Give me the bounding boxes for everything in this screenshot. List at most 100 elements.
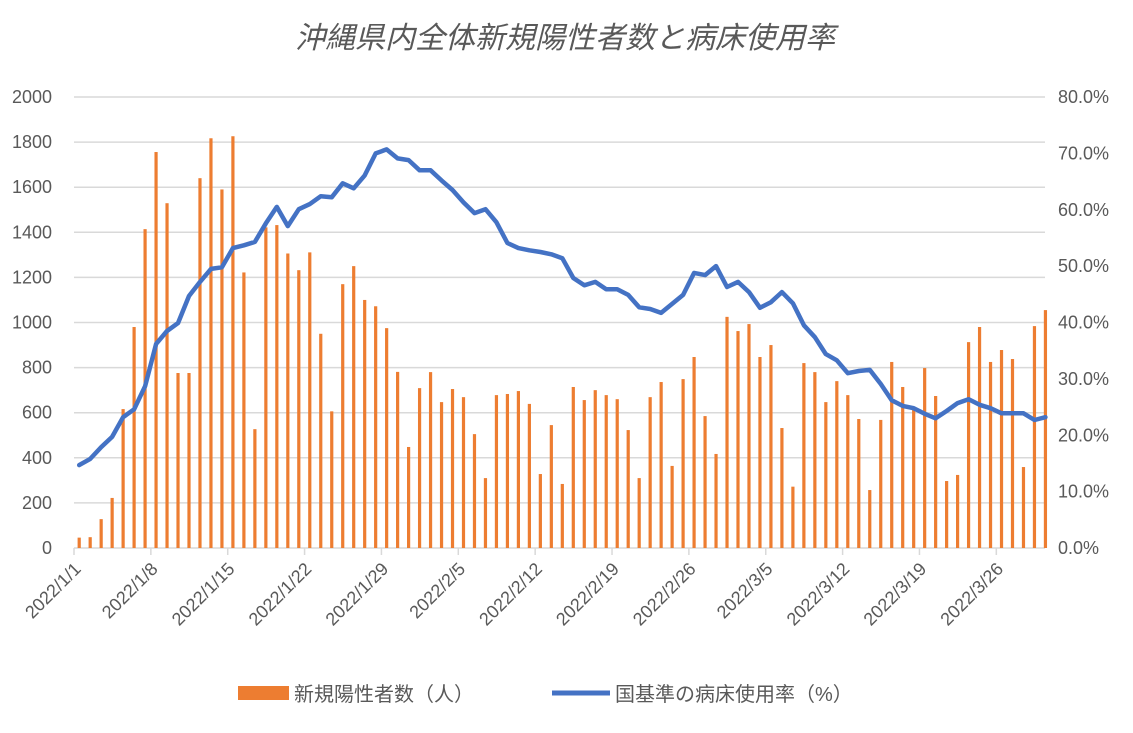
- legend-swatch-bars: [238, 686, 289, 700]
- bar: [99, 519, 103, 548]
- bar: [330, 411, 334, 548]
- bar: [450, 389, 455, 548]
- x-tick-label: 2022/2/12: [475, 559, 546, 630]
- bar: [582, 400, 586, 548]
- bar: [813, 372, 817, 548]
- bar: [615, 399, 619, 548]
- bar: [385, 328, 389, 548]
- y-left-tick-label: 1800: [12, 132, 52, 152]
- bar: [242, 272, 246, 548]
- bed-usage-line: [76, 147, 1048, 468]
- bar: [428, 372, 433, 548]
- bar: [1021, 467, 1026, 548]
- bar: [824, 402, 828, 548]
- bar: [439, 402, 444, 548]
- x-tick-label: 2022/2/5: [405, 559, 469, 623]
- bar: [736, 331, 740, 548]
- bar: [692, 357, 696, 548]
- y-right-tick-label: 0.0%: [1058, 538, 1099, 558]
- bar: [275, 225, 279, 549]
- x-tick-label: 2022/3/12: [783, 559, 854, 630]
- bar: [538, 474, 542, 548]
- bar: [648, 397, 652, 548]
- x-tick-label: 2022/3/26: [936, 559, 1007, 630]
- bar: [879, 419, 883, 548]
- bar-series: [77, 136, 1048, 549]
- line-series: [76, 147, 1048, 468]
- bar: [659, 382, 663, 548]
- right-axis-ticks: 0.0% 10.0% 20.0% 30.0% 40.0% 50.0% 60.0% 70.0% 8…: [1058, 87, 1109, 558]
- bar: [461, 397, 466, 548]
- bar: [516, 391, 520, 548]
- bar: [890, 361, 894, 548]
- bar: [77, 537, 81, 548]
- bar: [110, 497, 114, 548]
- bar: [549, 425, 553, 548]
- x-tick-label: 2022/3/19: [860, 559, 931, 630]
- bar: [901, 386, 905, 548]
- y-right-tick-label: 80.0%: [1058, 87, 1109, 107]
- y-right-tick-label: 40.0%: [1058, 313, 1109, 333]
- y-left-tick-label: 1600: [12, 177, 52, 197]
- bar: [912, 409, 916, 548]
- bar: [209, 138, 213, 549]
- bar: [868, 490, 872, 548]
- bar: [966, 342, 971, 548]
- y-left-tick-label: 2000: [12, 87, 52, 107]
- chart-title: 沖縄県内全体新規陽性者数と病床使用率: [295, 22, 839, 55]
- bar: [637, 478, 641, 548]
- bar: [308, 252, 312, 548]
- legend: 新規陽性者数（人） 国基準の病床使用率（%）: [238, 683, 853, 706]
- bar: [747, 324, 751, 548]
- bar: [472, 434, 477, 548]
- legend-label-bars: 新規陽性者数（人）: [294, 683, 474, 706]
- y-left-tick-label: 200: [22, 493, 52, 513]
- bar: [165, 203, 169, 548]
- y-left-tick-label: 1000: [12, 313, 52, 333]
- bar: [846, 395, 850, 548]
- y-left-tick-label: 400: [22, 448, 52, 468]
- bar: [560, 483, 564, 548]
- bar: [703, 416, 707, 548]
- bar: [341, 284, 345, 548]
- bar: [1010, 359, 1015, 548]
- bar: [352, 266, 356, 548]
- y-right-tick-label: 50.0%: [1058, 256, 1109, 276]
- gridlines: [74, 96, 1045, 504]
- bar: [231, 136, 235, 548]
- bar: [319, 333, 323, 548]
- bar: [945, 481, 949, 548]
- bar: [253, 429, 257, 548]
- bar: [956, 474, 960, 548]
- x-axis: 2022/1/1 2022/1/8 2022/1/15 2022/1/22 2022/1…: [21, 547, 1045, 630]
- bar: [604, 395, 608, 548]
- bar: [999, 350, 1004, 548]
- bar: [681, 379, 685, 548]
- bar: [407, 446, 411, 548]
- bar: [264, 227, 268, 549]
- bar: [527, 403, 531, 548]
- bar: [494, 395, 499, 548]
- bar: [286, 253, 290, 548]
- bar: [1032, 326, 1037, 548]
- y-right-tick-label: 20.0%: [1058, 425, 1109, 445]
- bar: [802, 363, 806, 548]
- y-left-tick-label: 1400: [12, 222, 52, 242]
- left-axis-ticks: 0 200 400 600 800 1000 1200 1400 1600 1800 2000: [12, 87, 52, 558]
- x-tick-label: 2022/1/1: [21, 559, 85, 623]
- bar: [297, 270, 301, 548]
- x-tick-label: 2022/2/26: [629, 559, 700, 630]
- bar: [121, 409, 125, 548]
- bar: [769, 345, 773, 548]
- y-left-tick-label: 0: [42, 538, 52, 558]
- bar: [988, 361, 993, 548]
- y-left-tick-label: 600: [22, 403, 52, 423]
- bar: [417, 388, 422, 548]
- bar: [626, 430, 630, 548]
- y-right-tick-label: 10.0%: [1058, 482, 1109, 502]
- bar: [857, 419, 861, 548]
- x-tick-label: 2022/1/29: [322, 559, 393, 630]
- y-left-tick-label: 800: [22, 358, 52, 378]
- bar: [780, 428, 784, 548]
